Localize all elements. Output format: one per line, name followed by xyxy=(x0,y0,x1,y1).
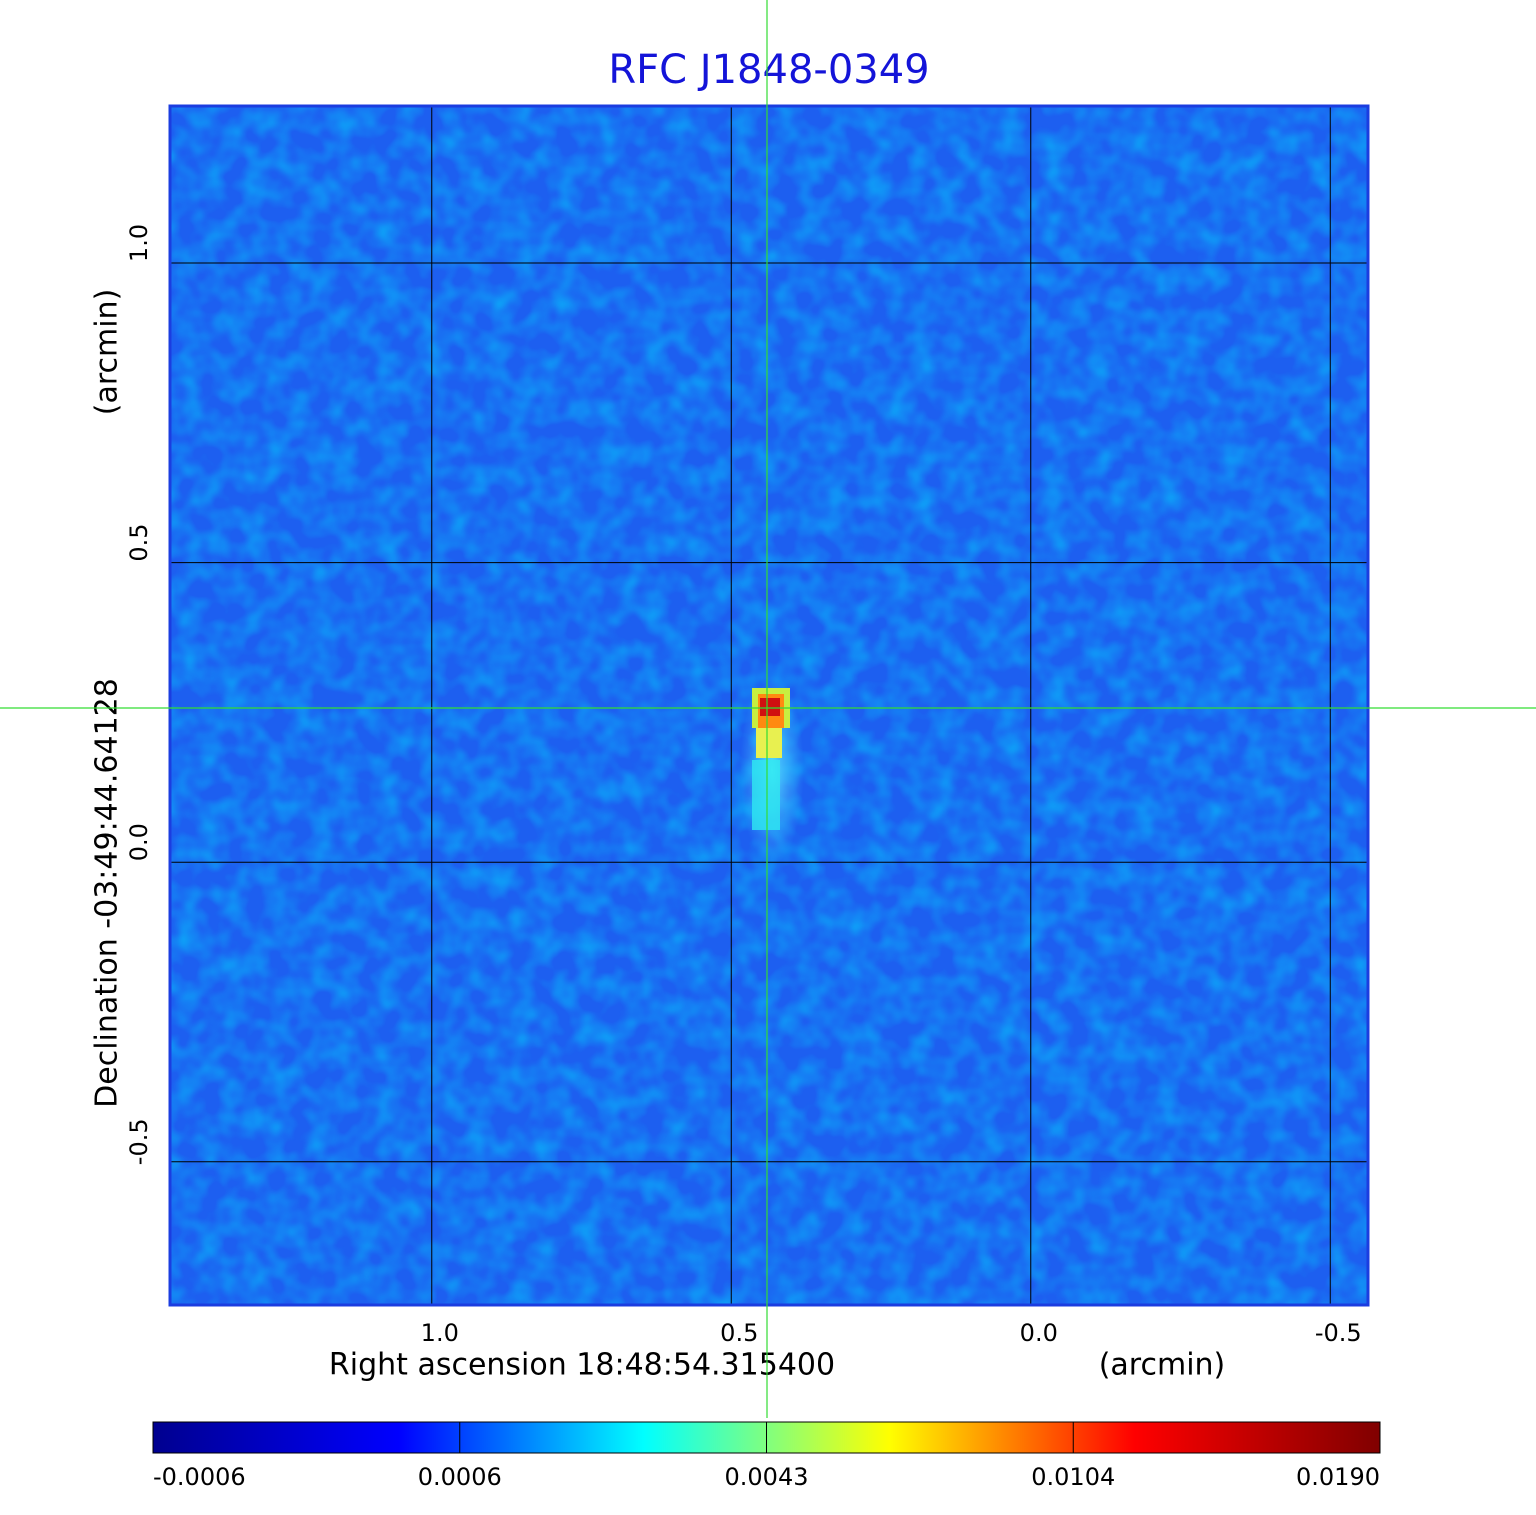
y-unit: (arcmin) xyxy=(90,289,125,416)
colorbar-tick-label: 0.0043 xyxy=(725,1463,809,1491)
x-tick-label: -0.5 xyxy=(1315,1319,1362,1347)
x-axis-label: Right ascension 18:48:54.315400 xyxy=(329,1348,835,1383)
y-tick-label: -0.5 xyxy=(125,1118,153,1165)
source-peak xyxy=(760,698,780,716)
source-mid xyxy=(756,728,782,758)
y-tick-label: 0.0 xyxy=(125,823,153,861)
colorbar-tick-label: 0.0104 xyxy=(1031,1463,1115,1491)
source-tail xyxy=(752,760,780,830)
image xyxy=(170,106,1368,1305)
plot-frame xyxy=(168,104,1370,1307)
x-unit: (arcmin) xyxy=(1099,1348,1226,1383)
x-tick-label: 0.5 xyxy=(720,1319,758,1347)
colorbar-tick-label: -0.0006 xyxy=(153,1463,246,1491)
colorbar-tick-label: 0.0190 xyxy=(1296,1463,1380,1491)
y-tick-label: 0.5 xyxy=(125,524,153,562)
y-axis-label: Declination -03:49:44.64128 xyxy=(90,678,125,1108)
y-tick-label: 1.0 xyxy=(125,224,153,262)
chart-title: RFC J1848-0349 xyxy=(608,47,929,93)
x-tick-label: 1.0 xyxy=(421,1319,459,1347)
x-tick-label: 0.0 xyxy=(1020,1319,1058,1347)
colorbar-tick-label: 0.0006 xyxy=(418,1463,502,1491)
grid xyxy=(170,106,1368,1305)
